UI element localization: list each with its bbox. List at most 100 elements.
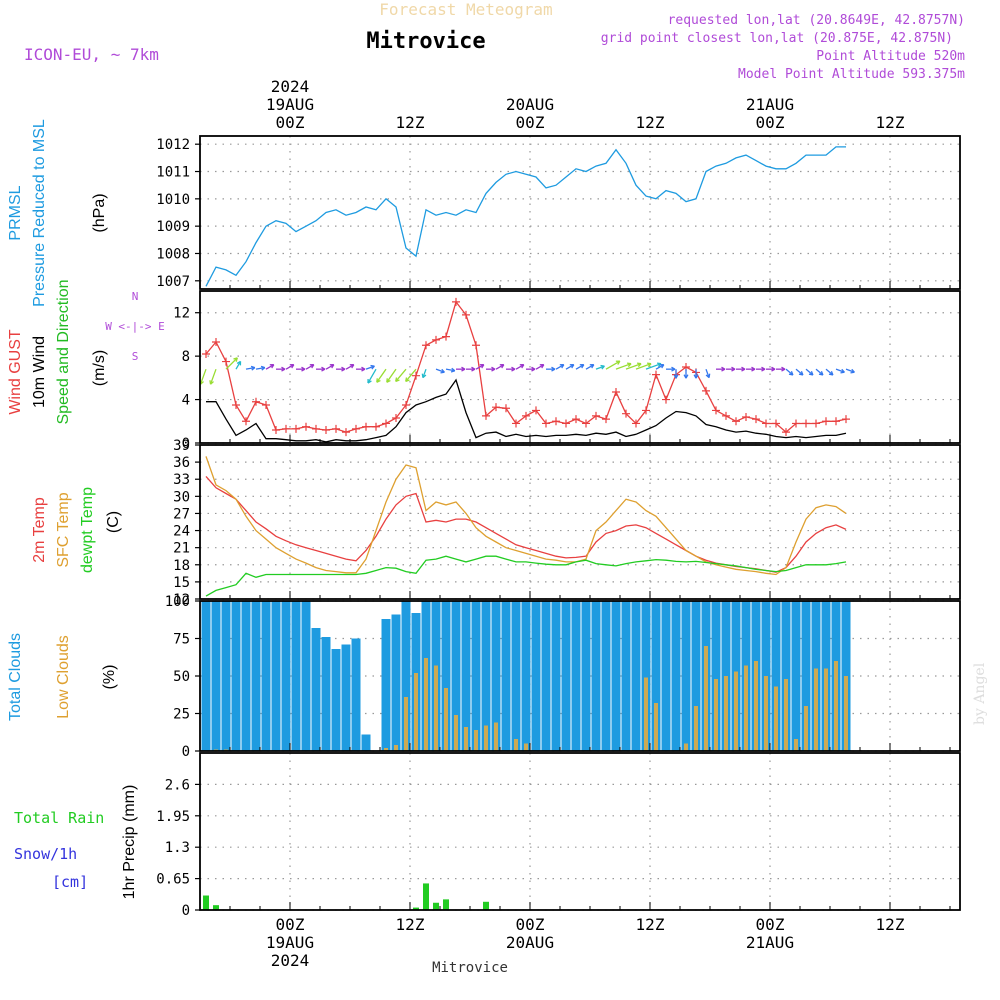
bar-total-clouds bbox=[341, 644, 351, 751]
bar-total-clouds bbox=[511, 601, 521, 751]
ytick-label: 12 bbox=[173, 592, 190, 608]
bar-low-clouds bbox=[404, 697, 408, 751]
panel-label: Total Clouds bbox=[7, 633, 24, 721]
panel-label: Speed and Direction bbox=[55, 280, 72, 425]
wind-arrow-head bbox=[499, 364, 505, 369]
gust-marker bbox=[762, 419, 770, 428]
gust-marker bbox=[622, 409, 630, 418]
bar-total-clouds bbox=[491, 601, 501, 751]
gust-marker bbox=[362, 422, 370, 431]
gust-marker bbox=[292, 424, 300, 433]
ytick-label: 33 bbox=[173, 472, 190, 488]
bar-total-clouds bbox=[621, 601, 631, 751]
bar-low-clouds bbox=[464, 727, 468, 751]
gust-marker bbox=[442, 332, 450, 341]
wind-arrow bbox=[605, 360, 621, 370]
wind-arrow bbox=[305, 364, 315, 370]
wind-arrow-head bbox=[301, 366, 306, 372]
bar-total-clouds bbox=[441, 601, 451, 751]
bar-low-clouds bbox=[744, 665, 748, 751]
gust-marker bbox=[562, 419, 570, 428]
gust-marker bbox=[772, 419, 780, 428]
wind-arrow bbox=[565, 364, 575, 370]
bar-total-clouds bbox=[671, 601, 681, 751]
bar-low-clouds bbox=[424, 658, 428, 751]
bar-total-clouds bbox=[391, 614, 401, 751]
gust-marker bbox=[722, 411, 730, 420]
gust-marker bbox=[262, 401, 270, 409]
gust-marker bbox=[282, 424, 290, 433]
bar-total-clouds bbox=[801, 601, 811, 751]
time-label-top: 00Z bbox=[276, 113, 305, 132]
gust-marker bbox=[632, 419, 640, 428]
gust-marker bbox=[472, 341, 480, 350]
grid-point-coords: grid point closest lon,lat (20.875E, 42.… bbox=[601, 31, 953, 46]
wind-arrow bbox=[515, 364, 525, 370]
bar-total-clouds bbox=[281, 601, 291, 751]
time-label-top: 00Z bbox=[756, 113, 785, 132]
bar-low-clouds bbox=[704, 646, 708, 751]
bar-total-clouds bbox=[771, 601, 781, 751]
bar-total-clouds bbox=[651, 601, 661, 751]
wind-arrow-head bbox=[589, 364, 595, 369]
ytick-label: 0 bbox=[182, 744, 190, 760]
panel-wind: 0 4 8 12 Wind GUST 10m Wind Speed and Directio… bbox=[7, 280, 961, 452]
wind-arrow-head bbox=[683, 374, 689, 379]
panel-label: (C) bbox=[105, 511, 122, 533]
wind-arrow-head bbox=[693, 374, 699, 379]
wind-arrow bbox=[367, 368, 377, 384]
bar-total-clouds bbox=[401, 601, 411, 751]
wind-arrow-head bbox=[761, 366, 766, 372]
wind-arrow-head bbox=[361, 366, 366, 372]
wind-arrow-head bbox=[671, 366, 676, 372]
bar-total-clouds bbox=[571, 601, 581, 751]
series-2m-temp bbox=[205, 475, 847, 573]
gust-marker bbox=[462, 310, 470, 319]
gust-marker bbox=[352, 424, 360, 433]
wind-arrow-head bbox=[386, 378, 391, 383]
wind-arrow-head bbox=[461, 366, 466, 372]
panel-label: Snow/1h bbox=[14, 845, 77, 863]
bar-total-clouds bbox=[211, 601, 221, 751]
wind-arrow-head bbox=[731, 366, 736, 372]
compass-north: N bbox=[132, 290, 139, 303]
wind-arrow bbox=[255, 366, 265, 370]
wind-arrow bbox=[386, 368, 397, 383]
panel-label: 2m Temp bbox=[31, 497, 48, 563]
bar-total-clouds bbox=[481, 601, 491, 751]
wind-arrow bbox=[585, 364, 595, 370]
time-label-bottom: 12Z bbox=[636, 915, 665, 934]
wind-arrow-head bbox=[840, 368, 845, 374]
wind-arrow-head bbox=[376, 378, 381, 383]
ytick-label: 1009 bbox=[156, 219, 190, 235]
bar-low-clouds bbox=[644, 677, 648, 751]
bar-precip bbox=[433, 902, 439, 910]
wind-arrow-head bbox=[721, 366, 726, 372]
series-10m-wind bbox=[206, 378, 847, 443]
watermark: by Angel bbox=[972, 662, 988, 725]
wind-arrow-head bbox=[209, 380, 214, 385]
model-altitude: Model Point Altitude 593.375m bbox=[738, 67, 965, 82]
bar-low-clouds bbox=[494, 722, 498, 751]
wind-arrow-head bbox=[788, 370, 794, 376]
ytick-label: 100 bbox=[165, 594, 190, 610]
gust-marker bbox=[432, 335, 440, 344]
time-label-top: 2024 bbox=[271, 77, 310, 96]
time-label-bottom: 00Z bbox=[516, 915, 545, 934]
bar-total-clouds bbox=[661, 601, 671, 751]
gust-marker bbox=[782, 428, 790, 437]
gust-marker bbox=[812, 419, 820, 428]
bar-total-clouds bbox=[321, 637, 331, 751]
bar-total-clouds bbox=[471, 601, 481, 751]
time-label-bottom: 12Z bbox=[876, 915, 905, 934]
wind-arrow-head bbox=[705, 373, 711, 379]
bar-total-clouds bbox=[221, 601, 231, 751]
wind-arrow bbox=[535, 364, 545, 370]
panel-precip: 0 0.65 1.3 1.95 2.6 Total Rain Snow/1h [cm] 1hr … bbox=[14, 752, 961, 919]
panel-label: (hPa) bbox=[91, 193, 108, 232]
bar-total-clouds bbox=[451, 601, 461, 751]
wind-arrow-head bbox=[559, 364, 565, 369]
bar-total-clouds bbox=[551, 601, 561, 751]
